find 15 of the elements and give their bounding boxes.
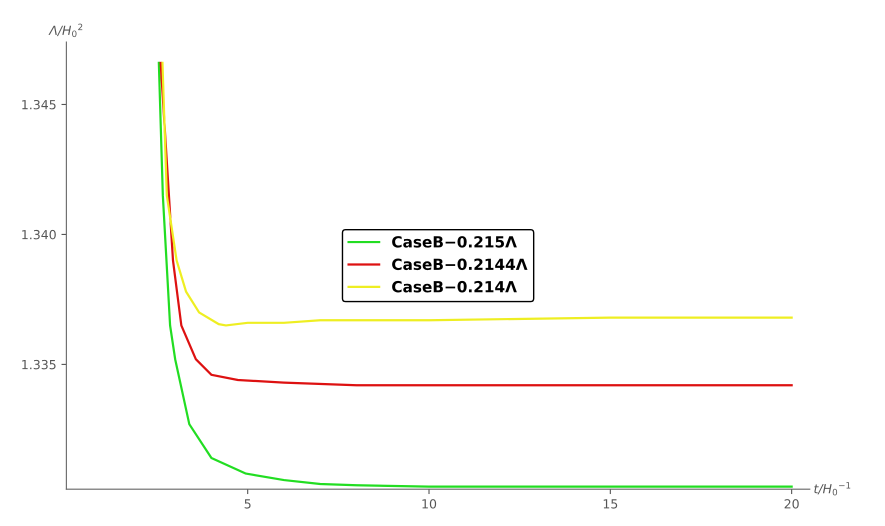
legend-label: CaseB−0.2144Λ	[392, 258, 528, 270]
line-series	[158, 62, 793, 488]
x-tick-label: 10	[422, 499, 436, 509]
y-axis-title: Λ/H$_{0}$$^{2}$	[48, 24, 82, 38]
legend-label: CaseB−0.214Λ	[392, 280, 517, 292]
line-series	[161, 62, 793, 327]
y-tick-label: 1.345	[22, 100, 56, 110]
legend-label: CaseB−0.215Λ	[392, 236, 517, 248]
line-series	[160, 62, 793, 386]
x-tick-label: 5	[244, 499, 251, 509]
x-tick-label: 15	[604, 499, 618, 509]
x-tick-label: 20	[784, 499, 799, 509]
y-tick-label: 1.335	[22, 360, 56, 370]
x-axis-title: t/H$_{0}$$^{−1}$	[814, 482, 850, 496]
y-tick-label: 1.340	[22, 230, 56, 240]
